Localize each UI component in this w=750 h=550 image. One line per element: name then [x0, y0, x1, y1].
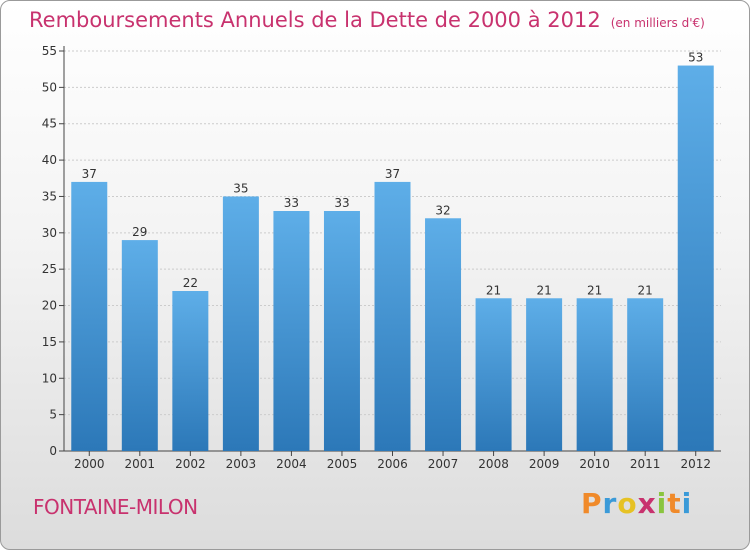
x-tick-label: 2001	[125, 457, 156, 471]
bar	[374, 181, 411, 451]
x-tick-label: 2009	[529, 457, 560, 471]
x-tick-label: 2000	[74, 457, 105, 471]
bar	[627, 298, 664, 451]
x-tick-label: 2003	[226, 457, 257, 471]
x-tick-label: 2010	[579, 457, 610, 471]
y-tick-label: 10	[42, 371, 57, 385]
bar	[677, 65, 714, 451]
logo-letter: r	[602, 487, 618, 520]
chart-title: Remboursements Annuels de la Dette de 20…	[29, 8, 705, 32]
x-tick-label: 2008	[478, 457, 509, 471]
y-tick-label: 55	[42, 44, 57, 58]
bar	[526, 298, 563, 451]
y-tick-label: 45	[42, 117, 57, 131]
bar-value-label: 35	[233, 181, 248, 195]
bar	[222, 196, 259, 451]
bar	[172, 291, 209, 451]
bar	[576, 298, 613, 451]
bar-value-label: 37	[82, 167, 97, 181]
y-tick-label: 35	[42, 189, 57, 203]
bar	[323, 211, 360, 451]
bar-value-label: 21	[536, 283, 551, 297]
y-tick-label: 0	[49, 444, 57, 458]
bar	[475, 298, 512, 451]
x-tick-label: 2007	[428, 457, 459, 471]
x-tick-label: 2011	[630, 457, 661, 471]
commune-name: FONTAINE-MILON	[33, 495, 198, 519]
y-tick-label: 5	[49, 408, 57, 422]
x-tick-label: 2002	[175, 457, 206, 471]
bar-value-label: 29	[132, 225, 147, 239]
bar-value-label: 22	[183, 276, 198, 290]
logo-letter: x	[637, 487, 657, 520]
bar-value-label: 53	[688, 51, 703, 65]
y-tick-label: 25	[42, 262, 57, 276]
bar-value-label: 32	[435, 203, 450, 217]
proxiti-logo: Proxiti	[581, 487, 692, 520]
bar-value-label: 21	[587, 283, 602, 297]
bar	[273, 211, 310, 451]
bar-value-label: 37	[385, 167, 400, 181]
bar-value-label: 21	[638, 283, 653, 297]
x-tick-label: 2004	[276, 457, 307, 471]
bar	[71, 181, 108, 451]
logo-letter: i	[656, 487, 668, 520]
unit-note: (en milliers d'€)	[610, 16, 705, 30]
y-tick-label: 20	[42, 299, 57, 313]
x-tick-label: 2012	[680, 457, 711, 471]
logo-letter: i	[681, 487, 693, 520]
y-tick-label: 30	[42, 226, 57, 240]
y-tick-label: 50	[42, 80, 57, 94]
y-tick-label: 15	[42, 335, 57, 349]
bar-value-label: 21	[486, 283, 501, 297]
y-tick-label: 40	[42, 153, 57, 167]
bar	[121, 240, 158, 451]
title-text: Remboursements Annuels de la Dette de 20…	[29, 8, 601, 32]
bar	[425, 218, 462, 451]
bar-value-label: 33	[334, 196, 349, 210]
x-tick-label: 2005	[327, 457, 358, 471]
bar-value-label: 33	[284, 196, 299, 210]
x-tick-label: 2006	[377, 457, 408, 471]
logo-letter: P	[581, 487, 603, 520]
logo-letter: t	[667, 487, 682, 520]
logo-letter: o	[617, 487, 638, 520]
